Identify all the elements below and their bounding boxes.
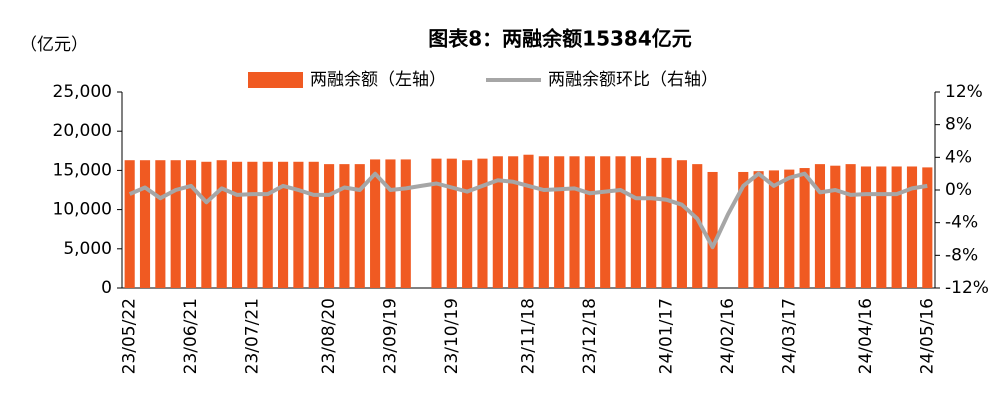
- legend-swatch: [248, 72, 303, 88]
- y-tick-label: 15,000: [53, 160, 112, 180]
- y-tick-label: 25,000: [53, 82, 112, 102]
- bar: [830, 165, 841, 288]
- bar: [692, 164, 703, 288]
- bar: [799, 168, 810, 288]
- bar: [247, 161, 258, 288]
- bar: [676, 160, 687, 288]
- bar: [738, 171, 749, 288]
- bar: [600, 156, 611, 288]
- bar: [139, 160, 151, 288]
- bar: [216, 160, 227, 288]
- y2-tick-label: -4%: [945, 213, 978, 233]
- bar: [646, 157, 657, 288]
- bar: [584, 156, 595, 288]
- x-tick-label: 23/10/19: [442, 298, 462, 374]
- y-axis-label: （亿元）: [20, 35, 88, 55]
- bar: [891, 166, 902, 288]
- bar: [845, 164, 856, 288]
- x-tick-label: 23/09/19: [380, 298, 400, 374]
- y-tick-label: 20,000: [53, 121, 112, 141]
- bar: [308, 161, 319, 288]
- bar: [462, 160, 473, 288]
- x-tick-label: 23/11/18: [519, 298, 539, 374]
- bar: [370, 159, 381, 288]
- bar: [446, 158, 457, 288]
- y2-tick-label: 0%: [945, 180, 972, 200]
- x-tick-label: 23/05/22: [120, 298, 140, 374]
- bar: [630, 156, 641, 288]
- bar: [155, 160, 166, 288]
- bar: [400, 159, 411, 288]
- x-tick-label: 23/06/21: [181, 298, 201, 374]
- x-tick-label: 24/04/16: [856, 298, 876, 374]
- bar: [523, 154, 534, 288]
- bar: [538, 156, 549, 288]
- x-tick-label: 24/02/16: [718, 298, 738, 374]
- bar: [201, 161, 212, 288]
- bar: [707, 171, 718, 288]
- bar: [385, 159, 396, 288]
- bar: [554, 156, 565, 288]
- legend-label: 两融余额（左轴）: [310, 70, 446, 90]
- bar: [124, 160, 135, 288]
- bar: [876, 166, 887, 288]
- y2-tick-label: 12%: [945, 82, 983, 102]
- bar: [814, 164, 826, 288]
- y-tick-label: 0: [101, 278, 112, 298]
- bar: [569, 156, 580, 288]
- bar: [768, 170, 779, 288]
- y-tick-label: 10,000: [53, 200, 112, 220]
- x-tick-label: 24/03/17: [779, 298, 799, 374]
- bar: [753, 171, 764, 288]
- bar: [170, 160, 181, 288]
- bar: [431, 158, 442, 288]
- bar: [615, 156, 626, 288]
- x-tick-label: 24/05/16: [917, 298, 937, 374]
- bar: [477, 158, 488, 288]
- bar: [293, 161, 304, 288]
- bar: [231, 161, 243, 288]
- bar: [492, 156, 503, 288]
- bar: [262, 161, 273, 288]
- bar: [324, 164, 335, 288]
- chart-title: 图表8：两融余额15384亿元: [428, 27, 692, 51]
- x-tick-label: 24/01/17: [657, 298, 677, 374]
- line: [128, 171, 928, 250]
- bar: [508, 156, 519, 288]
- bar: [661, 157, 672, 288]
- y2-tick-label: 8%: [945, 115, 972, 135]
- y2-tick-label: -8%: [945, 245, 978, 265]
- bar: [185, 160, 197, 288]
- legend-label: 两融余额环比（右轴）: [548, 70, 718, 90]
- bar: [278, 161, 289, 288]
- x-tick-label: 23/08/20: [319, 298, 339, 374]
- bar: [922, 167, 933, 288]
- y2-tick-label: -12%: [945, 278, 989, 298]
- x-tick-label: 23/07/21: [242, 298, 262, 374]
- bar: [339, 164, 350, 288]
- y-tick-label: 5,000: [63, 239, 112, 259]
- bar: [354, 164, 365, 288]
- x-tick-label: 23/12/18: [580, 298, 600, 374]
- bar: [784, 169, 795, 288]
- y2-tick-label: 4%: [945, 147, 972, 167]
- bar: [860, 166, 872, 288]
- bar: [906, 166, 918, 288]
